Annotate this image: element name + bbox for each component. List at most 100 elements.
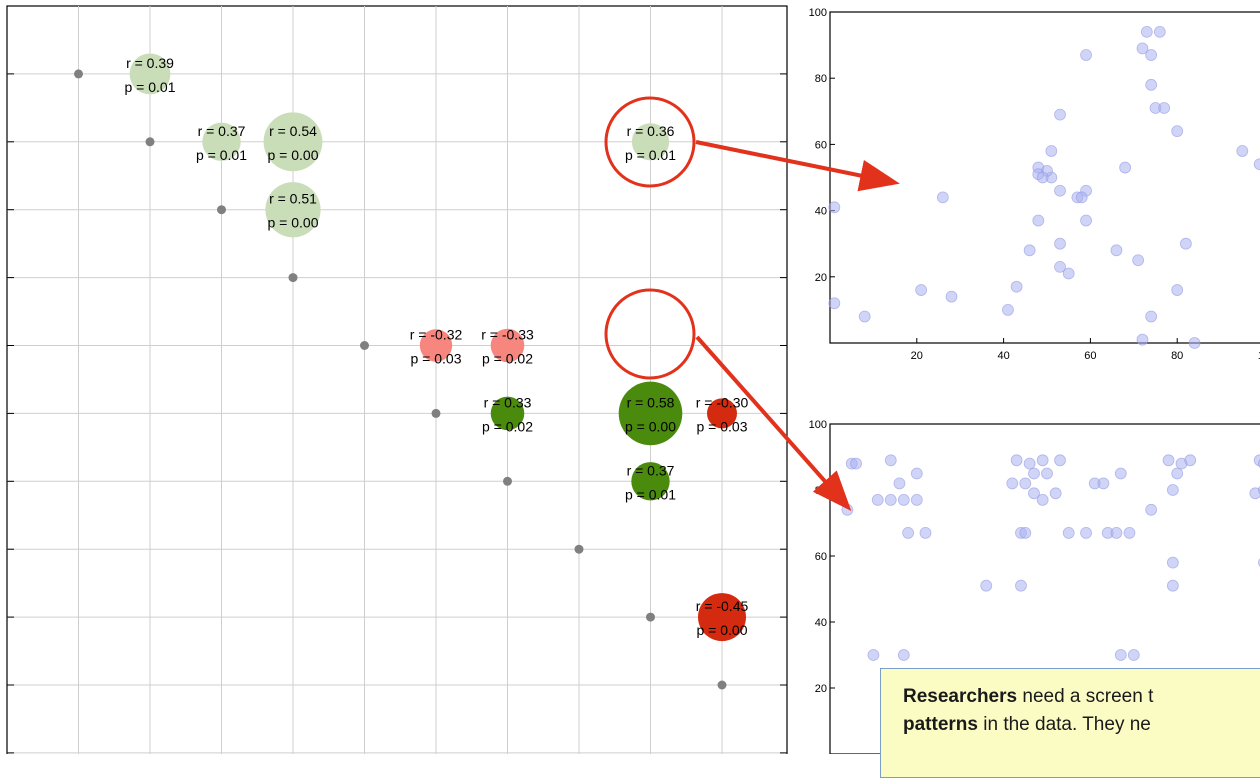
scatter-point bbox=[946, 291, 957, 302]
scatter-point bbox=[1098, 478, 1109, 489]
baseline-point bbox=[432, 409, 441, 418]
scatter-point bbox=[1042, 468, 1053, 479]
scatter-point bbox=[1011, 281, 1022, 292]
scatter-y-tick-label: 20 bbox=[815, 272, 827, 284]
scatter-point bbox=[1137, 334, 1148, 345]
scatter-point bbox=[1133, 255, 1144, 266]
scatter-point bbox=[981, 580, 992, 591]
scatter-point bbox=[1028, 468, 1039, 479]
scatter-point bbox=[851, 458, 862, 469]
scatter-point bbox=[1167, 557, 1178, 568]
scatter-point bbox=[916, 285, 927, 296]
scatter-point bbox=[1007, 478, 1018, 489]
bubble-r-label: r = 0.37 bbox=[198, 123, 246, 139]
callout-line-2: patterns in the data. They ne bbox=[903, 711, 1260, 739]
bubble-r-label: r = -0.45 bbox=[696, 598, 749, 614]
scatter-point bbox=[859, 311, 870, 322]
scatter-point bbox=[1076, 192, 1087, 203]
baseline-point bbox=[575, 545, 584, 554]
scatter-y-tick-label: 60 bbox=[815, 139, 827, 151]
baseline-point bbox=[289, 273, 298, 282]
scatter-point bbox=[829, 298, 840, 309]
scatter-point bbox=[1185, 455, 1196, 466]
callout-line-1-text: need a screen t bbox=[1017, 686, 1153, 707]
scatter-point bbox=[1037, 455, 1048, 466]
callout-box: Researchers need a screen t patterns in … bbox=[880, 668, 1260, 778]
scatter-point bbox=[903, 527, 914, 538]
baseline-point bbox=[718, 681, 727, 690]
scatter-point bbox=[1055, 455, 1066, 466]
scatter-point bbox=[1033, 215, 1044, 226]
scatter-point bbox=[1120, 162, 1131, 173]
bubble-r-label: r = 0.54 bbox=[269, 123, 317, 139]
scatter-point bbox=[898, 650, 909, 661]
bubble-p-label: p = 0.00 bbox=[697, 622, 748, 638]
baseline-point bbox=[646, 613, 655, 622]
bubble-p-label: p = 0.03 bbox=[697, 418, 748, 434]
scatter-point bbox=[1055, 109, 1066, 120]
scatter-y-tick-label: 80 bbox=[815, 73, 827, 85]
scatter-point bbox=[1172, 126, 1183, 137]
scatter-point bbox=[1046, 146, 1057, 157]
bubble-p-label: p = 0.00 bbox=[268, 147, 319, 163]
scatter-point bbox=[898, 494, 909, 505]
callout-line-2-text: in the data. They ne bbox=[978, 714, 1151, 735]
scatter-point bbox=[1063, 527, 1074, 538]
bubble-r-label: r = 0.33 bbox=[484, 394, 532, 410]
bubble-p-label: p = 0.01 bbox=[125, 79, 176, 95]
scatter-point bbox=[1128, 650, 1139, 661]
baseline-point bbox=[74, 69, 83, 78]
scatter-point bbox=[911, 494, 922, 505]
baseline-point bbox=[360, 341, 369, 350]
scatter-point bbox=[1163, 455, 1174, 466]
scatter-point bbox=[1141, 26, 1152, 37]
bubble-p-label: p = 0.00 bbox=[625, 418, 676, 434]
scatter-point bbox=[1146, 79, 1157, 90]
scatter-point bbox=[920, 527, 931, 538]
baseline-point bbox=[146, 137, 155, 146]
scatter-point bbox=[1172, 285, 1183, 296]
scatter-point bbox=[1024, 458, 1035, 469]
bubble-p-label: p = 0.03 bbox=[411, 351, 462, 367]
scatter-point bbox=[872, 494, 883, 505]
bubble-r-label: r = -0.33 bbox=[481, 327, 534, 343]
bubble-p-label: p = 0.01 bbox=[196, 147, 247, 163]
scatter-point bbox=[1115, 468, 1126, 479]
scatter-point bbox=[1111, 527, 1122, 538]
scatter-y-tick-label: 40 bbox=[815, 617, 827, 629]
callout-line-1: Researchers need a screen t bbox=[903, 683, 1260, 711]
scatter-point bbox=[1189, 338, 1200, 349]
scatter-x-tick-label: 60 bbox=[1084, 350, 1096, 362]
scatter-point bbox=[1159, 102, 1170, 113]
baseline-point bbox=[217, 205, 226, 214]
callout-line-2-bold: patterns bbox=[903, 714, 978, 735]
scatter-point bbox=[1172, 468, 1183, 479]
bubble-p-label: p = 0.00 bbox=[268, 215, 319, 231]
scatter-point bbox=[1037, 172, 1048, 183]
scatter-point bbox=[842, 504, 853, 515]
bubble-r-label: r = 0.39 bbox=[126, 55, 174, 71]
bubble-p-label: p = 0.02 bbox=[482, 351, 533, 367]
scatter-point bbox=[1002, 304, 1013, 315]
scatter-point bbox=[885, 494, 896, 505]
correlation-matrix-chart: r = 0.39 p = 0.01 r = 0.37 p = 0.01 r = 0.54… bbox=[0, 0, 795, 754]
plot-frame bbox=[7, 6, 787, 754]
scatter-x-tick-label: 80 bbox=[1171, 350, 1183, 362]
scatter-y-tick-label: 60 bbox=[815, 551, 827, 563]
scatter-point bbox=[1167, 485, 1178, 496]
scatter-point bbox=[1081, 215, 1092, 226]
scatter-point bbox=[1081, 50, 1092, 61]
bubble-r-label: r = 0.58 bbox=[627, 394, 675, 410]
scatter-point bbox=[911, 468, 922, 479]
bubble-p-label: p = 0.02 bbox=[482, 418, 533, 434]
scatter-y-tick-label: 40 bbox=[815, 206, 827, 218]
scatter-point bbox=[885, 455, 896, 466]
scatter-point bbox=[829, 202, 840, 213]
scatter-point bbox=[1146, 311, 1157, 322]
scatter-point bbox=[1020, 527, 1031, 538]
scatter-point bbox=[1015, 580, 1026, 591]
scatter-x-tick-label: 20 bbox=[911, 350, 923, 362]
scatter-point bbox=[1063, 268, 1074, 279]
scatter-y-tick-label: 20 bbox=[815, 683, 827, 695]
scatter-point bbox=[1111, 245, 1122, 256]
